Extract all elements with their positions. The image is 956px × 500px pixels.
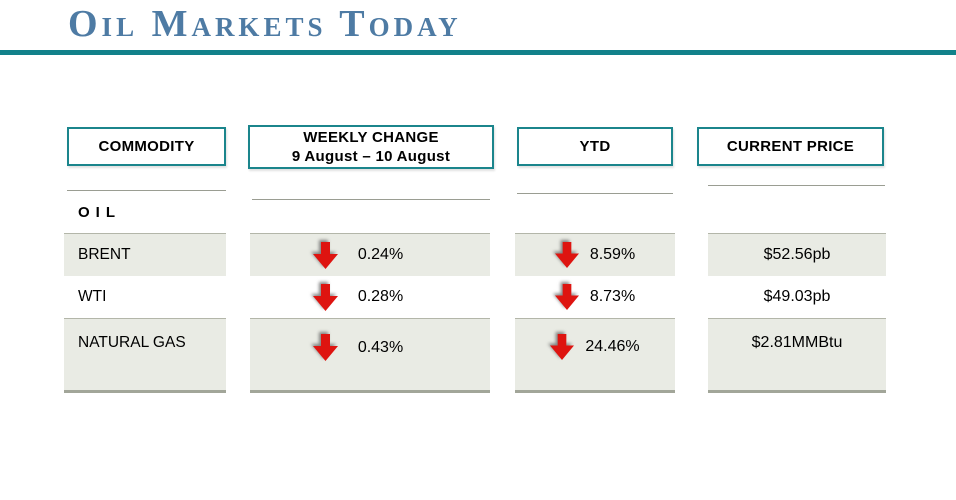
table-row-commodity: WTI [64, 276, 226, 318]
down-arrow-icon [312, 241, 338, 269]
table-cell-current-price: $49.03pb [708, 276, 886, 318]
table-cell-weekly-change: 0.43% [250, 318, 490, 393]
column-header-sublabel: 9 August – 10 August [291, 148, 451, 165]
table-cell-ytd: 8.73% [515, 276, 675, 318]
group-label-oil: OIL [78, 204, 121, 221]
table-row-commodity: NATURAL GAS [64, 318, 226, 393]
column-header-label: YTD [579, 138, 611, 155]
column-topline [67, 190, 226, 191]
column-topline [708, 185, 885, 186]
page-title: Oil Markets Today [68, 3, 462, 45]
down-arrow-icon [554, 284, 579, 310]
column-header-label: COMMODITY [98, 138, 195, 155]
table-cell-weekly-change: 0.28% [250, 276, 490, 318]
column-topline [252, 199, 490, 200]
column-header-commodity: COMMODITY [67, 127, 226, 166]
ytd-value: 8.73% [589, 288, 636, 305]
table-cell-weekly-change: 0.24% [250, 233, 490, 276]
current-price-value: $49.03pb [763, 288, 831, 305]
column-header-label: CURRENT PRICE [726, 138, 855, 155]
column-header-current-price: CURRENT PRICE [697, 127, 884, 166]
table-cell-current-price: $52.56pb [708, 233, 886, 276]
ytd-value: 24.46% [585, 338, 640, 355]
down-arrow-icon [554, 242, 579, 268]
commodity-label: WTI [78, 288, 107, 305]
commodity-label: NATURAL GAS [78, 334, 186, 351]
column-topline [517, 193, 673, 194]
table-cell-current-price: $2.81MMBtu [708, 318, 886, 393]
table-cell-ytd: 24.46% [515, 318, 675, 393]
table-row-commodity: BRENT [64, 233, 226, 276]
current-price-value: $2.81MMBtu [751, 334, 843, 351]
current-price-value: $52.56pb [763, 246, 831, 263]
down-arrow-icon [312, 334, 338, 361]
weekly-change-value: 0.24% [357, 246, 404, 263]
down-arrow-icon [312, 283, 338, 311]
column-header-label: WEEKLY CHANGE [303, 129, 439, 146]
down-arrow-icon [550, 334, 575, 360]
column-header-ytd: YTD [517, 127, 673, 166]
ytd-value: 8.59% [589, 246, 636, 263]
column-header-weekly-change: WEEKLY CHANGE 9 August – 10 August [248, 125, 494, 169]
weekly-change-value: 0.43% [357, 338, 404, 356]
accent-divider [0, 50, 956, 55]
table-cell-ytd: 8.59% [515, 233, 675, 276]
commodity-label: BRENT [78, 246, 131, 263]
weekly-change-value: 0.28% [357, 288, 404, 305]
